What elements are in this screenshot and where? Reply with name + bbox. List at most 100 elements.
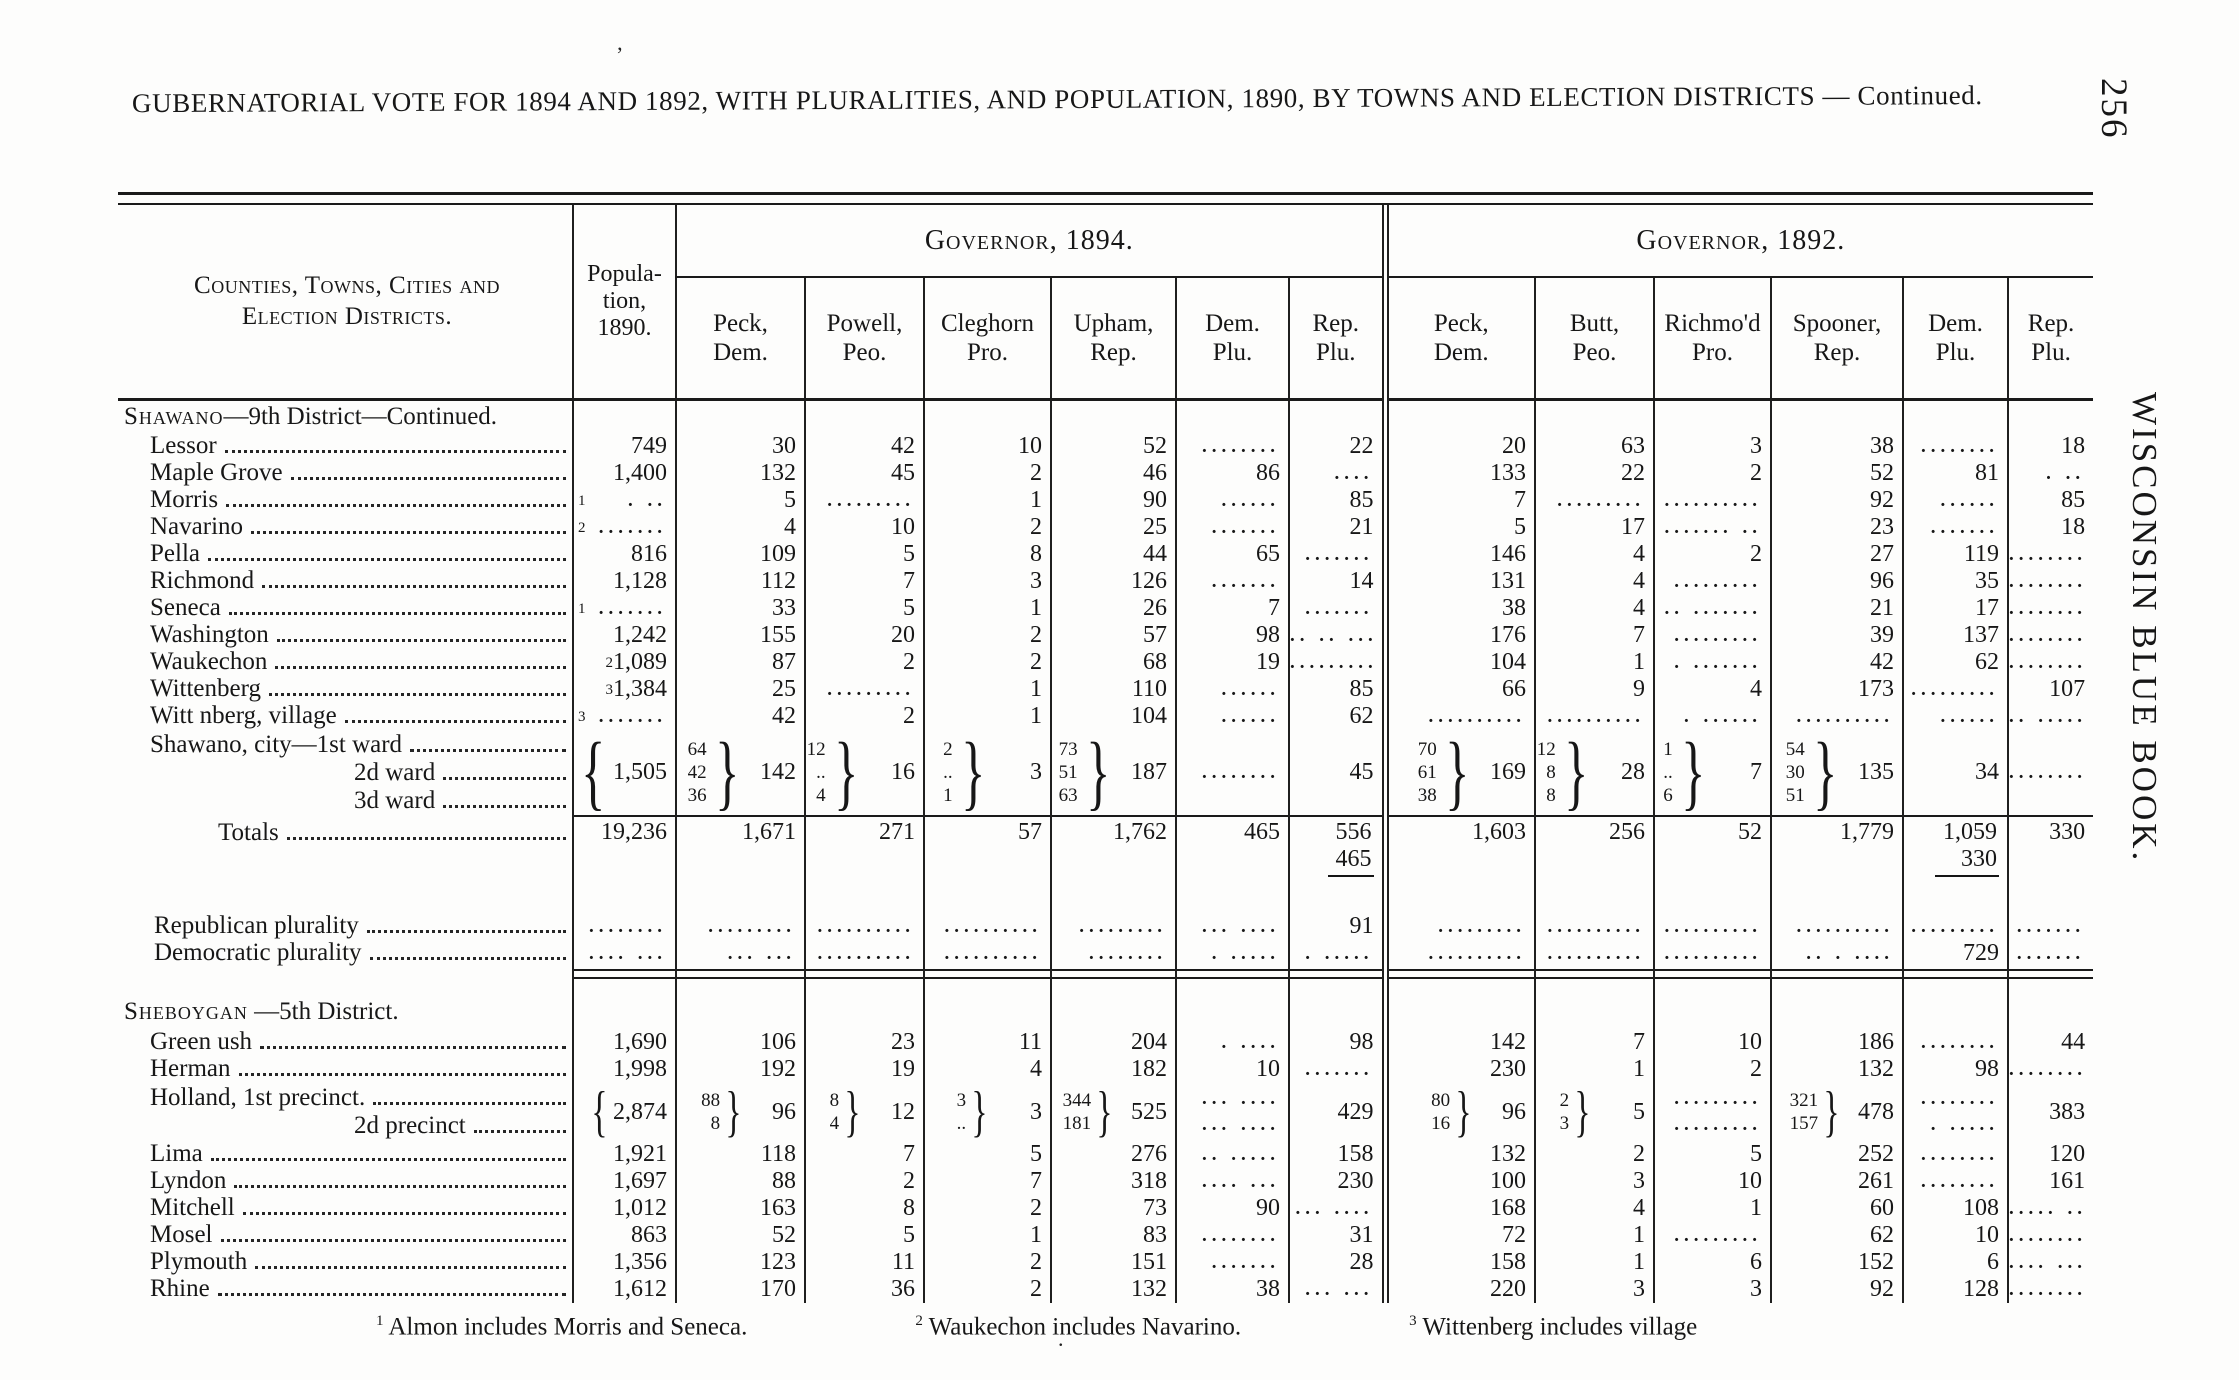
value-cell: ........ [2007, 649, 2094, 676]
footnote-marker: 1 [578, 600, 586, 617]
value-cell: 39 [1770, 622, 1904, 649]
value-cell: 3 [1534, 1168, 1655, 1195]
value-cell: 85 [1287, 487, 1386, 514]
dot-leader [443, 805, 566, 808]
value-cell: 182 [1050, 1056, 1176, 1083]
value-cell: 230 [1287, 1168, 1386, 1195]
closing-brace: } [1455, 1081, 1472, 1143]
value-cell: 158 [1287, 1141, 1386, 1168]
value-cell: 10 [1175, 1056, 1289, 1083]
population-cell: 1,400 [572, 460, 676, 487]
value-cell: . ..... [1175, 940, 1289, 967]
table-row: Lima 1,921 118 7 5 276.. ..... 158 132 2 5 252....… [118, 1140, 2094, 1168]
value-cell: .......... [1534, 703, 1655, 730]
ward-values: 73 51 63 [1058, 739, 1078, 806]
value-cell: ........ [2007, 1276, 2094, 1303]
value-cell: 2 [923, 622, 1051, 649]
value-cell: 45 [804, 460, 924, 487]
value-cell: 35 [1902, 568, 2009, 595]
candidate-header: Powell, Peo. [804, 277, 924, 401]
table-body: Shawano—9th District—Continued. Lessor 749… [118, 399, 2094, 1303]
value-cell: 465 [1175, 819, 1289, 877]
table-row: Seneca 1....... 33 5 1 26 7....... 38 4.. ......… [118, 594, 2094, 622]
value-cell: .... ... [1175, 1168, 1289, 1195]
value-cell: ....... [1287, 595, 1386, 622]
stub-cell: Navarino [118, 513, 573, 541]
value-cell: 72 [1381, 1222, 1536, 1249]
value-cell: ....... [2007, 940, 2094, 967]
section-heading: Sheboygan —5th District. [124, 998, 399, 1025]
combined-value: 187 [1131, 759, 1167, 785]
value-cell: 5 [804, 1222, 924, 1249]
value-cell: 220 [1381, 1276, 1536, 1303]
value-cell: 44 [2007, 1029, 2094, 1056]
population-cell: 1,242 [572, 622, 676, 649]
value-cell: 98 [1287, 1029, 1386, 1056]
combined-value: 96 [772, 1098, 796, 1125]
row-label: Holland, 1st precinct. [150, 1084, 366, 1111]
value-cell: ....... [1175, 1249, 1289, 1276]
value-cell: 3 [1653, 1276, 1772, 1303]
ward-values: 70 61 38 [1417, 739, 1437, 806]
value-cell: 1 [923, 703, 1051, 730]
table-container: Counties, Towns, Cities and Election Dist… [118, 192, 2094, 1341]
dot-leader [228, 611, 566, 615]
stub-cell: Richmond [118, 567, 573, 595]
closing-brace: } [1096, 1081, 1113, 1143]
row-label: Democratic plurality [154, 938, 362, 966]
value-cell: ........ [2007, 541, 2094, 568]
value-cell: 88 8} 96 [675, 1083, 805, 1141]
value-cell: 87 [675, 649, 805, 676]
value-cell: .......... [804, 913, 924, 940]
value-cell: 5 [923, 1141, 1051, 1168]
value-cell: 73 51 63} 187 [1050, 730, 1176, 816]
ward-values: 344 181 [1062, 1090, 1092, 1134]
value-cell: 11 [923, 1029, 1051, 1056]
population-cell: 1,690 [572, 1029, 676, 1056]
value-cell: 104 [1050, 703, 1176, 730]
value-cell: 155 [675, 622, 805, 649]
dot-leader [226, 503, 566, 507]
value-cell: 132 [1381, 1141, 1536, 1168]
value-cell: 3 [1653, 433, 1772, 460]
value-cell: 28 [1287, 1249, 1386, 1276]
value-cell: 57 [923, 819, 1051, 877]
value-cell: 92 [1770, 487, 1904, 514]
value-cell: ......... [1902, 913, 2009, 940]
value-cell: .......... [1534, 940, 1655, 967]
dot-leader [220, 1238, 566, 1242]
candidate-header: Butt, Peo. [1534, 277, 1655, 401]
value-cell: .......... [1381, 940, 1536, 967]
value-cell: 1,059 330 [1902, 819, 2009, 877]
value-cell: . ..... [1287, 940, 1386, 967]
value-cell: .......... [1770, 913, 1904, 940]
row-label: Plymouth [150, 1247, 248, 1275]
row-label: Mosel [150, 1220, 213, 1248]
value-cell: 271 [804, 819, 924, 877]
value-cell: .... ... [2007, 1249, 2094, 1276]
dot-leader [255, 1265, 566, 1269]
footnote-marker: 3 [578, 708, 586, 725]
population-cell: 2....... [572, 514, 676, 541]
value-cell: ....... [1287, 541, 1386, 568]
population-cell: 1,921 [572, 1141, 676, 1168]
double-rule-row [118, 967, 2094, 979]
value-cell: ....... [2007, 913, 2094, 940]
value-cell: 81 [1902, 460, 2009, 487]
row-label: Maple Grove [150, 458, 283, 486]
row-label: Green ush [150, 1027, 253, 1055]
population-cell: 1,998 [572, 1056, 676, 1083]
value-cell: 4 [923, 1056, 1051, 1083]
scan-artifact-apostrophe: ’ [616, 42, 624, 67]
spacer-row [118, 979, 2094, 995]
value-cell: 62 [1770, 1222, 1904, 1249]
row-label: Lessor [150, 431, 217, 459]
table-row: Pella 816 109 5 8 44 65....... 146 4 2 27 119......… [118, 540, 2094, 568]
value-cell: ......... [1050, 913, 1176, 940]
population-cell: 863 [572, 1222, 676, 1249]
value-cell: ........ [1050, 940, 1176, 967]
value-cell: 6 [1902, 1249, 2009, 1276]
dot-leader [262, 584, 566, 588]
candidate-header: Peck, Dem. [1381, 277, 1536, 401]
value-cell: 8 4} 12 [804, 1083, 924, 1141]
